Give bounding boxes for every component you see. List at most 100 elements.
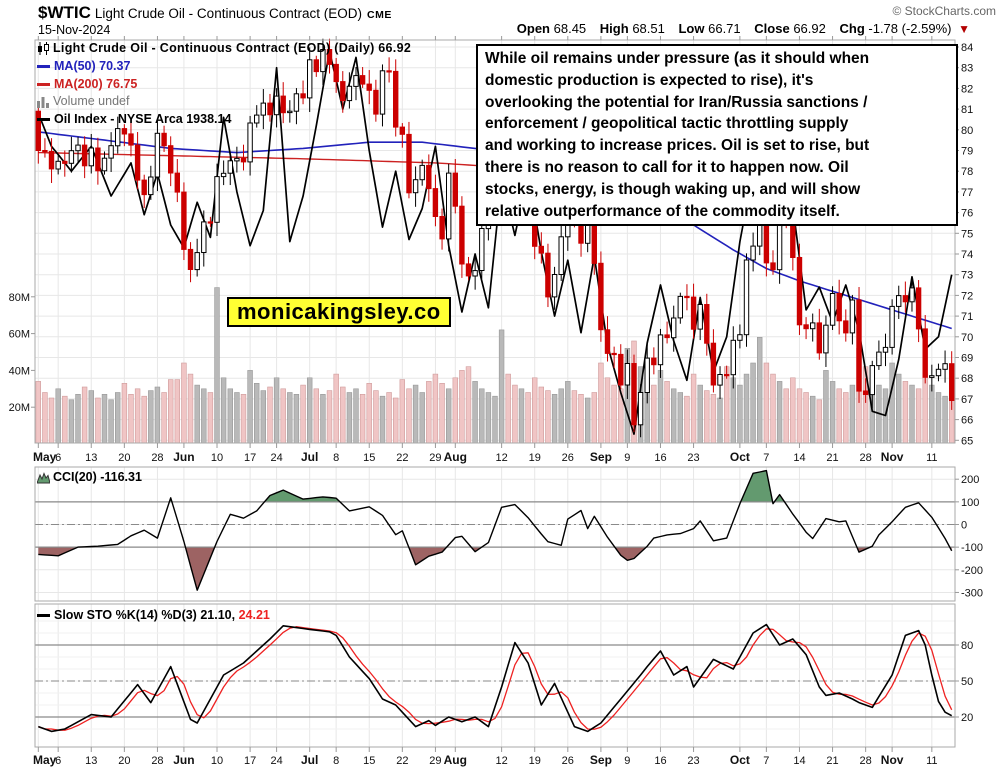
svg-text:Aug: Aug [444,450,467,464]
svg-text:67: 67 [961,394,973,406]
annotation-line: overlooking the potential for Iran/Russi… [485,93,868,111]
legend-instrument-row: Light Crude Oil - Continuous Contract (E… [37,40,411,58]
svg-text:69: 69 [961,353,973,365]
svg-text:29: 29 [429,755,441,767]
ohlc-quote: Open 68.45 High 68.51 Low 66.71 Close 66… [517,21,970,36]
svg-text:14: 14 [793,452,805,464]
change-down-triangle-icon: ▼ [958,22,970,36]
svg-text:0: 0 [961,520,967,532]
svg-text:80: 80 [961,640,973,652]
svg-text:22: 22 [396,452,408,464]
annotation-line: stocks, energy, is though waking up, and… [485,180,861,198]
legend-instrument-label: Light Crude Oil - Continuous Contract (E… [53,41,412,55]
svg-text:24: 24 [270,452,282,464]
svg-text:8: 8 [333,755,339,767]
sto-legend-label-red: 24.21 [238,608,270,622]
svg-text:-200: -200 [961,565,983,577]
svg-text:Sep: Sep [590,753,612,767]
svg-text:Jun: Jun [173,753,194,767]
svg-text:12: 12 [495,755,507,767]
svg-text:Aug: Aug [444,753,467,767]
svg-text:100: 100 [961,497,979,509]
svg-text:17: 17 [244,755,256,767]
main-legend: Light Crude Oil - Continuous Contract (E… [37,40,411,129]
svg-text:76: 76 [961,208,973,220]
high-label: High [599,21,629,36]
svg-text:19: 19 [529,452,541,464]
annotation-box: While oil remains under pressure (as it … [476,44,958,227]
legend-ma200-row: MA(200) 76.75 [37,76,411,94]
svg-text:26: 26 [562,755,574,767]
svg-text:20M: 20M [9,402,30,414]
annotation-line: domestic production is expected to rise)… [485,71,814,89]
svg-text:80M: 80M [9,292,30,304]
svg-text:20: 20 [118,755,130,767]
svg-text:21: 21 [826,755,838,767]
svg-text:77: 77 [961,187,973,199]
svg-text:74: 74 [961,249,973,261]
legend-oil-index-label: Oil Index - NYSE Arca 1938.14 [54,112,232,127]
svg-text:75: 75 [961,228,973,240]
legend-ma200-label: MA(200) 76.75 [54,76,138,91]
svg-text:13: 13 [85,755,97,767]
sto-legend: Slow STO %K(14) %D(3) 21.10, 24.21 [37,608,270,622]
svg-text:40M: 40M [9,365,30,377]
svg-text:17: 17 [244,452,256,464]
svg-text:9: 9 [624,452,630,464]
cci-legend: CCI(20) -116.31 [36,470,142,484]
exchange: CME [367,9,392,21]
svg-text:29: 29 [429,452,441,464]
legend-ma50-label: MA(50) 70.37 [54,58,131,73]
svg-text:28: 28 [151,452,163,464]
svg-text:13: 13 [85,452,97,464]
legend-ma50-row: MA(50) 70.37 [37,58,411,76]
svg-text:Jul: Jul [301,753,318,767]
volume-bars-icon [37,96,49,108]
ma50-line-icon [37,65,50,68]
low-value: 66.71 [708,21,741,36]
instrument-name: Light Crude Oil - Continuous Contract (E… [94,6,362,21]
chg-label: Chg [839,21,865,36]
svg-text:Jun: Jun [173,450,194,464]
svg-text:May: May [33,753,57,767]
legend-volume-label: Volume undef [53,94,130,109]
svg-text:22: 22 [396,755,408,767]
legend-oil-index-row: Oil Index - NYSE Arca 1938.14 [37,111,411,129]
svg-text:May: May [33,450,57,464]
symbol: $WTIC [38,3,91,22]
svg-text:28: 28 [860,452,872,464]
copyright: © StockCharts.com [892,4,996,18]
cci-panel: 200 100 0 -100 -200 -300 [34,466,983,602]
svg-text:19: 19 [529,755,541,767]
sto-line-icon [37,614,50,618]
svg-text:20: 20 [118,452,130,464]
chart-date: 15-Nov-2024 [38,23,111,37]
ma200-line-icon [37,82,50,86]
svg-text:24: 24 [270,755,282,767]
open-value: 68.45 [553,21,587,36]
svg-text:Sep: Sep [590,450,612,464]
svg-text:21: 21 [826,452,838,464]
svg-text:12: 12 [495,452,507,464]
svg-text:16: 16 [654,755,666,767]
svg-text:Nov: Nov [881,753,904,767]
svg-text:81: 81 [961,104,973,116]
oil-index-line-icon [37,118,50,122]
svg-text:200: 200 [961,474,979,486]
svg-text:-100: -100 [961,542,983,554]
chart-title: $WTIC Light Crude Oil - Continuous Contra… [38,3,392,23]
svg-text:15: 15 [363,755,375,767]
svg-text:16: 16 [654,452,666,464]
svg-text:23: 23 [687,755,699,767]
svg-text:80: 80 [961,125,973,137]
open-label: Open [516,21,550,36]
svg-text:7: 7 [763,755,769,767]
svg-text:83: 83 [961,63,973,75]
svg-text:23: 23 [687,452,699,464]
chg-value: -1.78 (-2.59%) [868,21,952,36]
svg-text:9: 9 [624,755,630,767]
watermark: monicakingsley.co [227,297,451,327]
svg-text:65: 65 [961,435,973,447]
svg-text:50: 50 [961,676,973,688]
svg-text:26: 26 [562,452,574,464]
